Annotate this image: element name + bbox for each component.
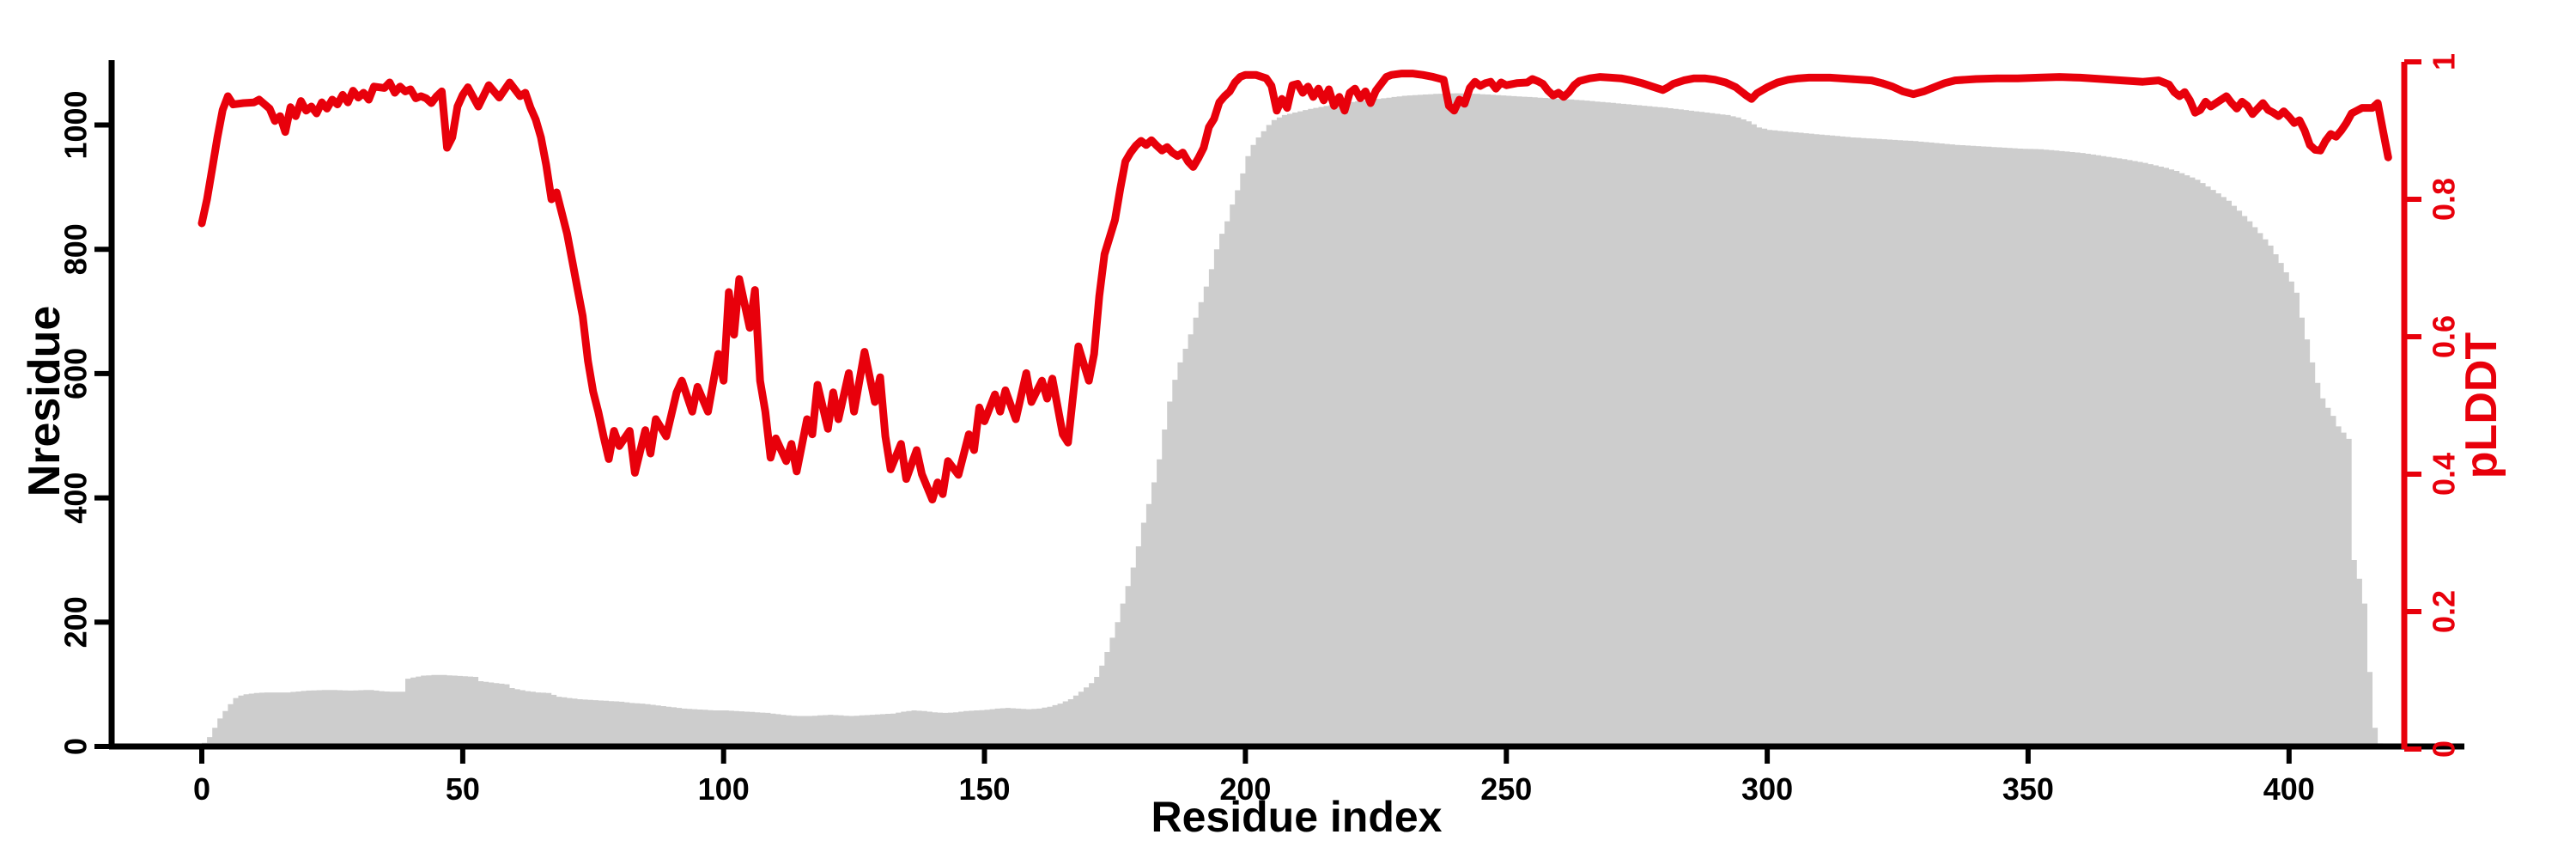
y-left-tick-label: 1000 [58,90,94,159]
y-left-tick-label: 800 [58,223,94,275]
y-left-tick-label: 0 [58,738,94,755]
y-axis-label-left: Nresidue [20,305,70,497]
y-right-tick-label: 0.2 [2427,590,2462,633]
x-axis-label: Residue index [1151,793,1443,841]
x-tick-label: 150 [958,771,1010,807]
x-tick-label: 200 [1219,771,1271,807]
y-right-tick-label: 1 [2427,53,2462,70]
y-axis-label-right: pLDDT [2457,332,2506,479]
x-tick-label: 100 [698,771,750,807]
x-tick-label: 350 [2002,771,2054,807]
plddt-line [197,70,2392,504]
x-tick-label: 0 [193,771,210,807]
y-left-tick-label: 600 [58,348,94,399]
x-tick-label: 300 [1741,771,1793,807]
y-right-tick-label: 0 [2427,740,2462,758]
x-tick-label: 250 [1480,771,1532,807]
y-right-tick-label: 0.8 [2427,178,2462,221]
y-left-tick-label: 200 [58,596,94,648]
left-bottom-axis [108,60,2464,750]
y-right-tick-label: 0.6 [2427,315,2462,358]
nresidue-bars [202,93,2384,747]
x-tick-label: 400 [2263,771,2315,807]
y-left-tick-label: 400 [58,472,94,524]
x-tick-label: 50 [446,771,480,807]
y-right-tick-label: 0.4 [2427,453,2462,496]
